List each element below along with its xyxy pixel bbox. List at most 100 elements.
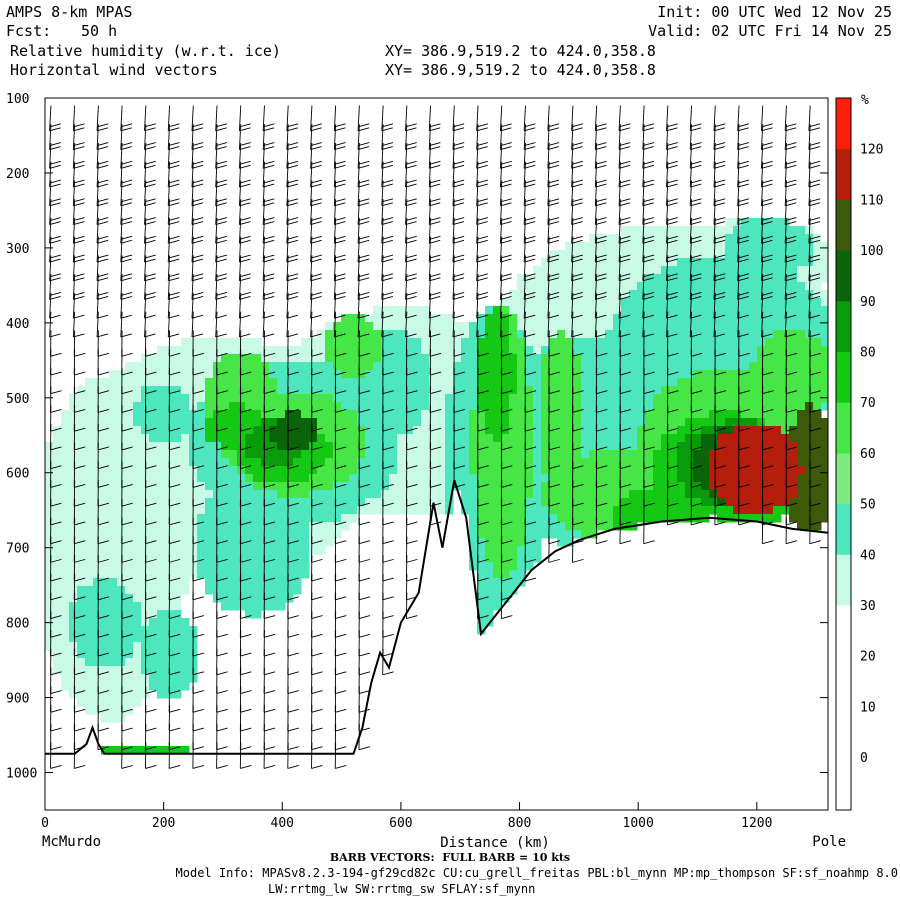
wind-barb bbox=[263, 390, 276, 395]
rh-cell bbox=[629, 386, 638, 395]
wind-barb bbox=[287, 390, 299, 395]
rh-cell bbox=[261, 490, 270, 499]
rh-cell bbox=[517, 546, 526, 555]
rh-cell bbox=[557, 442, 566, 451]
wind-barb bbox=[121, 765, 133, 769]
rh-cell bbox=[93, 666, 102, 675]
rh-cell bbox=[613, 466, 622, 475]
rh-cell bbox=[397, 362, 406, 371]
wind-barb bbox=[524, 352, 537, 357]
rh-cell bbox=[237, 386, 246, 395]
rh-cell bbox=[725, 242, 734, 251]
rh-cell bbox=[573, 306, 582, 315]
rh-cell bbox=[477, 338, 486, 347]
rh-cell bbox=[477, 578, 486, 587]
rh-cell bbox=[301, 402, 310, 411]
rh-cell bbox=[685, 250, 694, 259]
wind-barb bbox=[381, 221, 393, 225]
wind-barb bbox=[428, 311, 432, 337]
rh-cell bbox=[325, 386, 334, 395]
rh-cell bbox=[789, 394, 798, 403]
rh-cell bbox=[125, 546, 134, 555]
wind-barb bbox=[49, 179, 61, 184]
rh-cell bbox=[677, 266, 686, 275]
rh-cell bbox=[117, 594, 126, 603]
rh-cell bbox=[261, 546, 270, 555]
wind-barb bbox=[121, 746, 133, 751]
rh-cell bbox=[557, 418, 566, 427]
wind-barb bbox=[216, 371, 228, 376]
rh-cell bbox=[637, 290, 646, 299]
rh-cell bbox=[205, 434, 214, 443]
rh-cell bbox=[373, 458, 382, 467]
rh-cell bbox=[509, 330, 518, 339]
rh-cell bbox=[125, 578, 134, 587]
rh-cell bbox=[53, 490, 62, 499]
rh-cell bbox=[469, 378, 478, 387]
rh-cell bbox=[317, 370, 326, 379]
rh-cell bbox=[109, 714, 118, 723]
rh-cell bbox=[613, 434, 622, 443]
rh-cell bbox=[221, 602, 230, 611]
wind-barb bbox=[382, 427, 394, 432]
rh-cell bbox=[373, 466, 382, 475]
wind-barb bbox=[97, 292, 109, 296]
wind-barb bbox=[73, 146, 85, 151]
wind-barb bbox=[381, 202, 393, 207]
rh-cell bbox=[181, 466, 190, 475]
rh-cell bbox=[397, 378, 406, 387]
wind-barb bbox=[120, 273, 133, 278]
rh-cell bbox=[157, 562, 166, 571]
rh-cell bbox=[149, 354, 158, 363]
wind-barb-layer bbox=[49, 105, 821, 769]
rh-cell bbox=[509, 450, 518, 459]
rh-cell bbox=[173, 530, 182, 539]
rh-cell bbox=[157, 674, 166, 683]
wind-barb bbox=[524, 521, 537, 526]
rh-cell bbox=[85, 482, 94, 491]
wind-barb bbox=[49, 296, 61, 300]
rh-cell bbox=[101, 578, 110, 587]
rh-cell bbox=[93, 466, 102, 475]
wind-barb bbox=[74, 727, 86, 732]
rh-cell bbox=[653, 282, 662, 291]
rh-cell bbox=[685, 298, 694, 307]
rh-cell bbox=[421, 426, 430, 435]
rh-cell bbox=[661, 298, 670, 307]
rh-cell bbox=[421, 474, 430, 483]
rh-cell bbox=[781, 346, 790, 355]
rh-cell bbox=[285, 594, 294, 603]
rh-cell bbox=[669, 442, 678, 451]
wind-barb bbox=[286, 160, 299, 165]
rh-cell bbox=[269, 434, 278, 443]
wind-barb bbox=[263, 690, 276, 694]
wind-barb bbox=[120, 123, 133, 128]
rh-cell bbox=[125, 418, 134, 427]
rh-cell bbox=[277, 474, 286, 483]
wind-barb bbox=[311, 746, 323, 751]
wind-barb bbox=[286, 179, 299, 184]
rh-cell bbox=[325, 378, 334, 387]
rh-cell bbox=[749, 506, 758, 515]
rh-cell bbox=[517, 274, 526, 283]
rh-cell bbox=[509, 410, 518, 419]
rh-cell bbox=[125, 658, 134, 667]
rh-cell bbox=[533, 394, 542, 403]
rh-cell bbox=[333, 474, 342, 483]
rh-cell bbox=[581, 506, 590, 515]
rh-cell bbox=[509, 290, 518, 299]
rh-cell bbox=[549, 506, 558, 515]
rh-cell bbox=[477, 554, 486, 563]
rh-cell bbox=[733, 498, 742, 507]
rh-cell bbox=[85, 610, 94, 619]
rh-cell bbox=[61, 610, 70, 619]
rh-cell bbox=[157, 498, 166, 507]
rh-cell bbox=[637, 322, 646, 331]
rh-cell bbox=[405, 442, 414, 451]
rh-cell bbox=[45, 546, 54, 555]
rh-cell bbox=[797, 482, 806, 491]
rh-cell bbox=[45, 522, 54, 531]
rh-cell bbox=[93, 570, 102, 579]
rh-cell bbox=[333, 402, 342, 411]
